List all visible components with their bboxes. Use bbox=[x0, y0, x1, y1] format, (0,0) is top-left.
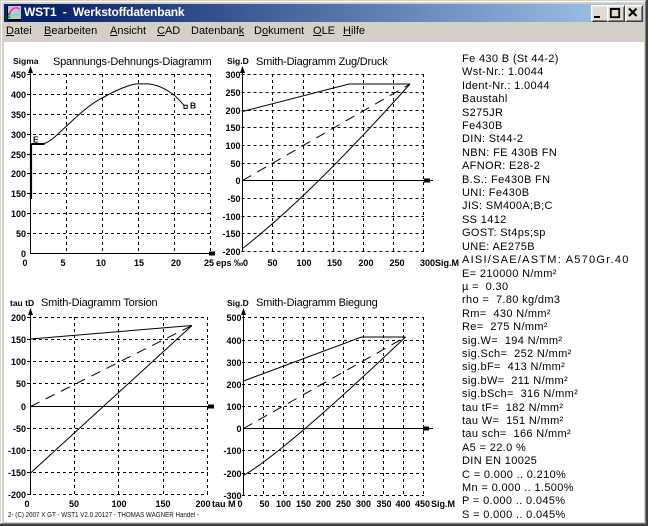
svg-text:200: 200 bbox=[11, 169, 26, 179]
svg-text:300: 300 bbox=[356, 499, 371, 509]
svg-text:-50: -50 bbox=[13, 424, 26, 434]
svg-text:400: 400 bbox=[226, 336, 241, 346]
svg-text:100: 100 bbox=[11, 209, 26, 219]
svg-text:tau M: tau M bbox=[212, 499, 236, 509]
svg-text:100: 100 bbox=[276, 499, 291, 509]
svg-text:150: 150 bbox=[296, 499, 311, 509]
svg-text:Smith-Diagramm Torsion: Smith-Diagramm Torsion bbox=[41, 297, 158, 309]
svg-text:-200: -200 bbox=[8, 490, 26, 500]
svg-text:450: 450 bbox=[415, 499, 430, 509]
svg-text:0: 0 bbox=[235, 176, 240, 186]
svg-text:-100: -100 bbox=[223, 446, 241, 456]
svg-text:5: 5 bbox=[60, 258, 65, 268]
svg-text:0: 0 bbox=[21, 402, 26, 412]
svg-text:150: 150 bbox=[11, 189, 26, 199]
svg-text:450: 450 bbox=[11, 70, 26, 80]
svg-text:10: 10 bbox=[96, 258, 106, 268]
svg-text:150: 150 bbox=[155, 499, 170, 509]
svg-text:350: 350 bbox=[11, 110, 26, 120]
svg-text:200: 200 bbox=[195, 499, 210, 509]
svg-text:-100: -100 bbox=[222, 212, 240, 222]
svg-text:Smith-Diagramm Biegung: Smith-Diagramm Biegung bbox=[256, 297, 378, 309]
svg-text:300: 300 bbox=[11, 130, 26, 140]
svg-text:Spannungs-Dehnungs-Diagramm: Spannungs-Dehnungs-Diagramm bbox=[53, 56, 212, 68]
svg-text:250: 250 bbox=[225, 88, 240, 98]
svg-text:250: 250 bbox=[11, 150, 26, 160]
svg-text:E: E bbox=[33, 135, 39, 145]
svg-text:500: 500 bbox=[226, 313, 241, 323]
svg-text:Sig.M: Sig.M bbox=[431, 499, 455, 509]
svg-text:0: 0 bbox=[24, 499, 29, 509]
svg-text:25: 25 bbox=[204, 258, 214, 268]
svg-text:400: 400 bbox=[395, 499, 410, 509]
svg-text:150: 150 bbox=[11, 335, 26, 345]
svg-text:100: 100 bbox=[296, 258, 311, 268]
svg-text:0: 0 bbox=[237, 499, 242, 509]
svg-text:Sig.D: Sig.D bbox=[227, 298, 249, 308]
svg-text:20: 20 bbox=[171, 258, 181, 268]
svg-text:100: 100 bbox=[225, 141, 240, 151]
svg-text:50: 50 bbox=[259, 499, 269, 509]
svg-text:eps ‰: eps ‰ bbox=[216, 258, 243, 268]
svg-text:50: 50 bbox=[16, 379, 26, 389]
svg-text:200: 200 bbox=[226, 380, 241, 390]
svg-text:300: 300 bbox=[226, 358, 241, 368]
svg-text:200: 200 bbox=[316, 499, 331, 509]
svg-text:100: 100 bbox=[11, 357, 26, 367]
svg-text:400: 400 bbox=[11, 90, 26, 100]
svg-text:-150: -150 bbox=[222, 229, 240, 239]
svg-text:100: 100 bbox=[226, 402, 241, 412]
svg-text:B: B bbox=[190, 101, 196, 111]
svg-text:0: 0 bbox=[236, 424, 241, 434]
svg-text:-300: -300 bbox=[223, 491, 241, 501]
svg-text:-200: -200 bbox=[223, 469, 241, 479]
svg-text:0: 0 bbox=[21, 249, 26, 259]
svg-text:300: 300 bbox=[225, 70, 240, 80]
svg-text:-200: -200 bbox=[222, 247, 240, 257]
svg-text:150: 150 bbox=[327, 258, 342, 268]
svg-text:0: 0 bbox=[22, 258, 27, 268]
svg-text:150: 150 bbox=[225, 123, 240, 133]
svg-text:Sigma: Sigma bbox=[13, 56, 39, 66]
svg-text:-150: -150 bbox=[8, 468, 26, 478]
svg-text:250: 250 bbox=[336, 499, 351, 509]
svg-text:-50: -50 bbox=[227, 194, 240, 204]
svg-text:350: 350 bbox=[376, 499, 391, 509]
svg-text:200: 200 bbox=[11, 313, 26, 323]
svg-text:200: 200 bbox=[358, 258, 373, 268]
svg-text:300: 300 bbox=[420, 258, 435, 268]
svg-text:50: 50 bbox=[69, 499, 79, 509]
svg-text:tau tD: tau tD bbox=[10, 298, 34, 308]
svg-text:250: 250 bbox=[389, 258, 404, 268]
svg-text:Smith-Diagramm Zug/Druck: Smith-Diagramm Zug/Druck bbox=[256, 56, 388, 68]
svg-text:50: 50 bbox=[16, 229, 26, 239]
svg-text:0: 0 bbox=[243, 258, 248, 268]
svg-text:Sig.M: Sig.M bbox=[435, 258, 459, 268]
svg-text:-100: -100 bbox=[8, 446, 26, 456]
svg-text:50: 50 bbox=[267, 258, 277, 268]
svg-text:Sig.D: Sig.D bbox=[227, 56, 249, 66]
svg-text:200: 200 bbox=[225, 106, 240, 116]
svg-text:15: 15 bbox=[134, 258, 144, 268]
svg-text:50: 50 bbox=[230, 159, 240, 169]
svg-text:100: 100 bbox=[111, 499, 126, 509]
